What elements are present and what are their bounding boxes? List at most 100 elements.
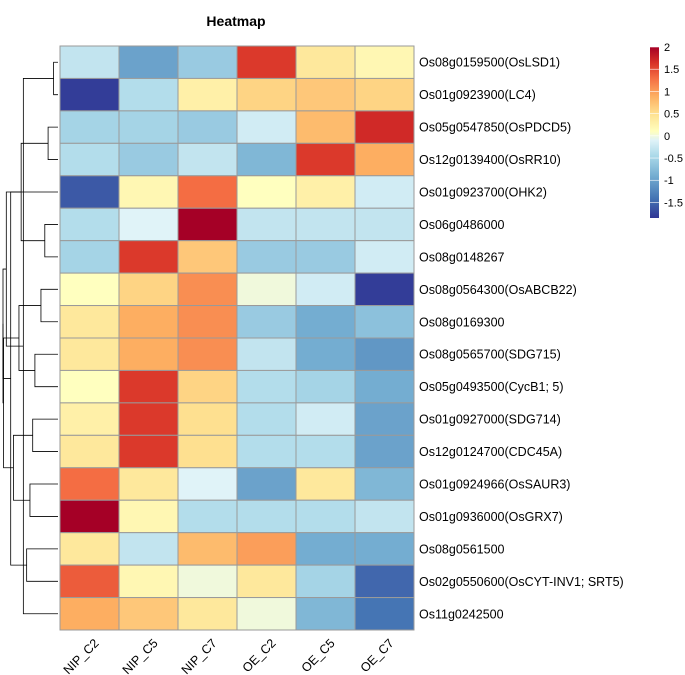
heatmap-cell (236, 434, 297, 469)
heatmap-cell (118, 272, 179, 307)
heatmap-cell (118, 110, 179, 144)
heatmap-cell (354, 337, 415, 371)
heatmap-cell (354, 532, 415, 566)
dendrogram-branch (18, 305, 41, 371)
column-label: OE_C7 (358, 636, 397, 675)
heatmap-cell (236, 305, 297, 339)
row-labels: Os08g0159500(OsLSD1) Os01g0923900(LC4) Os0… (419, 56, 624, 622)
heatmap-cell (236, 272, 297, 307)
row-label: Os01g0923700(OHK2) (419, 186, 547, 200)
heatmap-cell (177, 337, 238, 371)
dendrogram-branch (10, 191, 58, 566)
heatmap-cell (59, 597, 120, 631)
heatmap-cell (295, 499, 356, 534)
heatmap-cell (118, 305, 179, 339)
heatmap-cell (295, 207, 356, 242)
heatmap-cell (295, 564, 356, 599)
heatmap-cell (295, 337, 356, 371)
row-label: Os01g0923900(LC4) (419, 88, 536, 102)
heatmap-cell (295, 110, 356, 144)
heatmap-cell (118, 402, 179, 436)
heatmap-cell (59, 402, 120, 436)
heatmap-cell (354, 110, 415, 144)
heatmap-cell (59, 207, 120, 242)
heatmap-cell (118, 77, 179, 112)
heatmap-cell (177, 305, 238, 339)
heatmap-cell (295, 240, 356, 274)
heatmap-cell (177, 532, 238, 566)
heatmap-cell (236, 564, 297, 599)
column-label: NIP_C2 (61, 636, 102, 675)
dendrogram-branch (53, 61, 58, 96)
legend-tick-label: -1 (664, 175, 674, 187)
heatmap-cell (177, 272, 238, 307)
heatmap-cell (118, 337, 179, 371)
heatmap-cell (236, 597, 297, 631)
heatmap-cell (59, 240, 120, 274)
heatmap-cell (177, 564, 238, 599)
heatmap-cell (177, 207, 238, 242)
heatmap-cell (59, 142, 120, 177)
dendrogram-branch (2, 323, 4, 404)
heatmap-cell (354, 597, 415, 631)
legend-tick-label: 1 (664, 86, 670, 98)
row-label: Os05g0547850(OsPDCD5) (419, 121, 571, 135)
heatmap-cell (295, 272, 356, 307)
heatmap-cell (118, 597, 179, 631)
heatmap-cell (59, 175, 120, 209)
heatmap-cell (354, 77, 415, 112)
heatmap-cell (354, 402, 415, 436)
legend-tick-label: 0 (664, 131, 670, 143)
column-label: NIP_C7 (179, 636, 220, 675)
row-label: Os06g0486000 (419, 218, 505, 232)
row-label: Os12g0139400(OsRR10) (419, 153, 561, 167)
legend-tick-label: -0.5 (664, 153, 683, 165)
dendrogram-branch (40, 288, 58, 323)
heatmap-cell (295, 45, 356, 79)
heatmap-cell (59, 272, 120, 307)
heatmap-cell (177, 45, 238, 79)
legend-color-bar (650, 47, 659, 218)
heatmap-cell (59, 337, 120, 371)
legend-tick-label: 1.5 (664, 64, 679, 76)
heatmap-cell (236, 175, 297, 209)
heatmap-cell (354, 499, 415, 534)
dendrogram-branch (22, 78, 58, 615)
heatmap-cell (118, 532, 179, 566)
heatmap-cell (177, 467, 238, 501)
heatmap-cell (59, 110, 120, 144)
dendrogram-branch (34, 353, 58, 388)
row-label: Os01g0927000(SDG714) (419, 413, 561, 427)
heatmap-cell (118, 45, 179, 79)
dendrogram-branch (47, 126, 58, 160)
column-labels: NIP_C2 NIP_C5 NIP_C7 OE_C2 OE_C5 OE_C7 (61, 636, 397, 675)
column-label: OE_C2 (240, 636, 279, 675)
row-dendrogram (2, 61, 58, 615)
heatmap-cell (354, 142, 415, 177)
row-label: Os08g0564300(OsABCB22) (419, 283, 577, 297)
dendrogram-branch (29, 483, 58, 517)
row-label: Os08g0148267 (419, 250, 505, 264)
row-label: Os12g0124700(CDC45A) (419, 445, 562, 459)
heatmap-cell (59, 499, 120, 534)
heatmap-cell (236, 240, 297, 274)
heatmap-cell (354, 305, 415, 339)
heatmap-cell (59, 532, 120, 566)
heatmap-cell (177, 597, 238, 631)
heatmap-cell (354, 467, 415, 501)
dendrogram-branch (26, 548, 58, 582)
dendrogram-branch (44, 224, 58, 258)
heatmap-cell (177, 499, 238, 534)
heatmap-cell (236, 142, 297, 177)
row-label: Os01g0924966(OsSAUR3) (419, 478, 570, 492)
row-label: Os08g0565700(SDG715) (419, 348, 561, 362)
heatmap-cell (236, 207, 297, 242)
legend-tick-label: 2 (664, 42, 670, 54)
heatmap-cell (354, 207, 415, 242)
heatmap-cell (236, 110, 297, 144)
heatmap-cell (295, 532, 356, 566)
heatmap-cell (295, 305, 356, 339)
heatmap-cell (59, 564, 120, 599)
heatmap-cell (295, 434, 356, 469)
